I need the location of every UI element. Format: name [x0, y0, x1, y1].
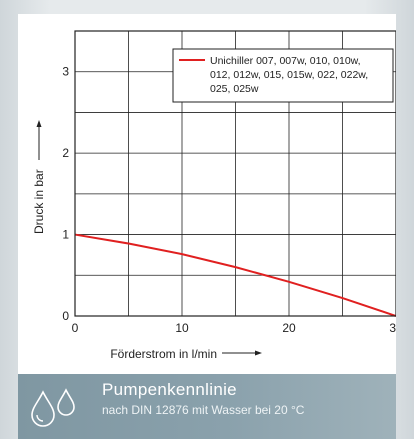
info-banner: Pumpenkennlinie nach DIN 12876 mit Wasse…: [18, 374, 396, 439]
series-line: [74, 233, 396, 317]
water-drops-icon: [31, 388, 75, 427]
x-axis-arrowhead: [255, 350, 262, 356]
banner-subtitle: nach DIN 12876 mit Wasser bei 20 °C: [102, 403, 305, 417]
x-axis-label: Förderstrom in l/min: [110, 347, 217, 361]
chart-axis-labels: Förderstrom in l/min Druck in bar: [32, 120, 262, 361]
banner-title: Pumpenkennlinie: [102, 380, 237, 399]
x-tick-label: 0: [72, 321, 79, 335]
y-tick-label: 3: [62, 65, 69, 79]
y-tick-label: 1: [62, 228, 69, 242]
chart-ticks: 0 10 20 30 0 1 2 3: [62, 65, 396, 335]
x-tick-label: 10: [175, 321, 189, 335]
y-axis-arrowhead: [36, 120, 42, 127]
plot-frame: [74, 30, 396, 317]
legend-box: [172, 48, 394, 103]
y-tick-label: 0: [62, 309, 69, 323]
x-tick-label: 20: [282, 321, 296, 335]
chart-series: [74, 233, 396, 317]
y-tick-label: 2: [62, 146, 69, 160]
chart-axes: [74, 30, 396, 317]
legend-entry-line3: 025, 025w: [210, 83, 259, 95]
legend-entry-line2: 012, 012w, 015, 015w, 022, 022w,: [210, 69, 368, 81]
chart-card: 0 10 20 30 0 1 2 3 Förderstrom in l/min Druck i…: [18, 14, 396, 374]
x-tick-label: 30: [389, 321, 396, 335]
legend-entry-line1: Unichiller 007, 007w, 010, 010w,: [210, 55, 361, 67]
pump-curve-chart: 0 10 20 30 0 1 2 3 Förderstrom in l/min Druck i…: [32, 30, 396, 361]
chart-legend: Unichiller 007, 007w, 010, 010w, 012, 01…: [172, 48, 394, 103]
y-axis-label: Druck in bar: [32, 169, 46, 234]
